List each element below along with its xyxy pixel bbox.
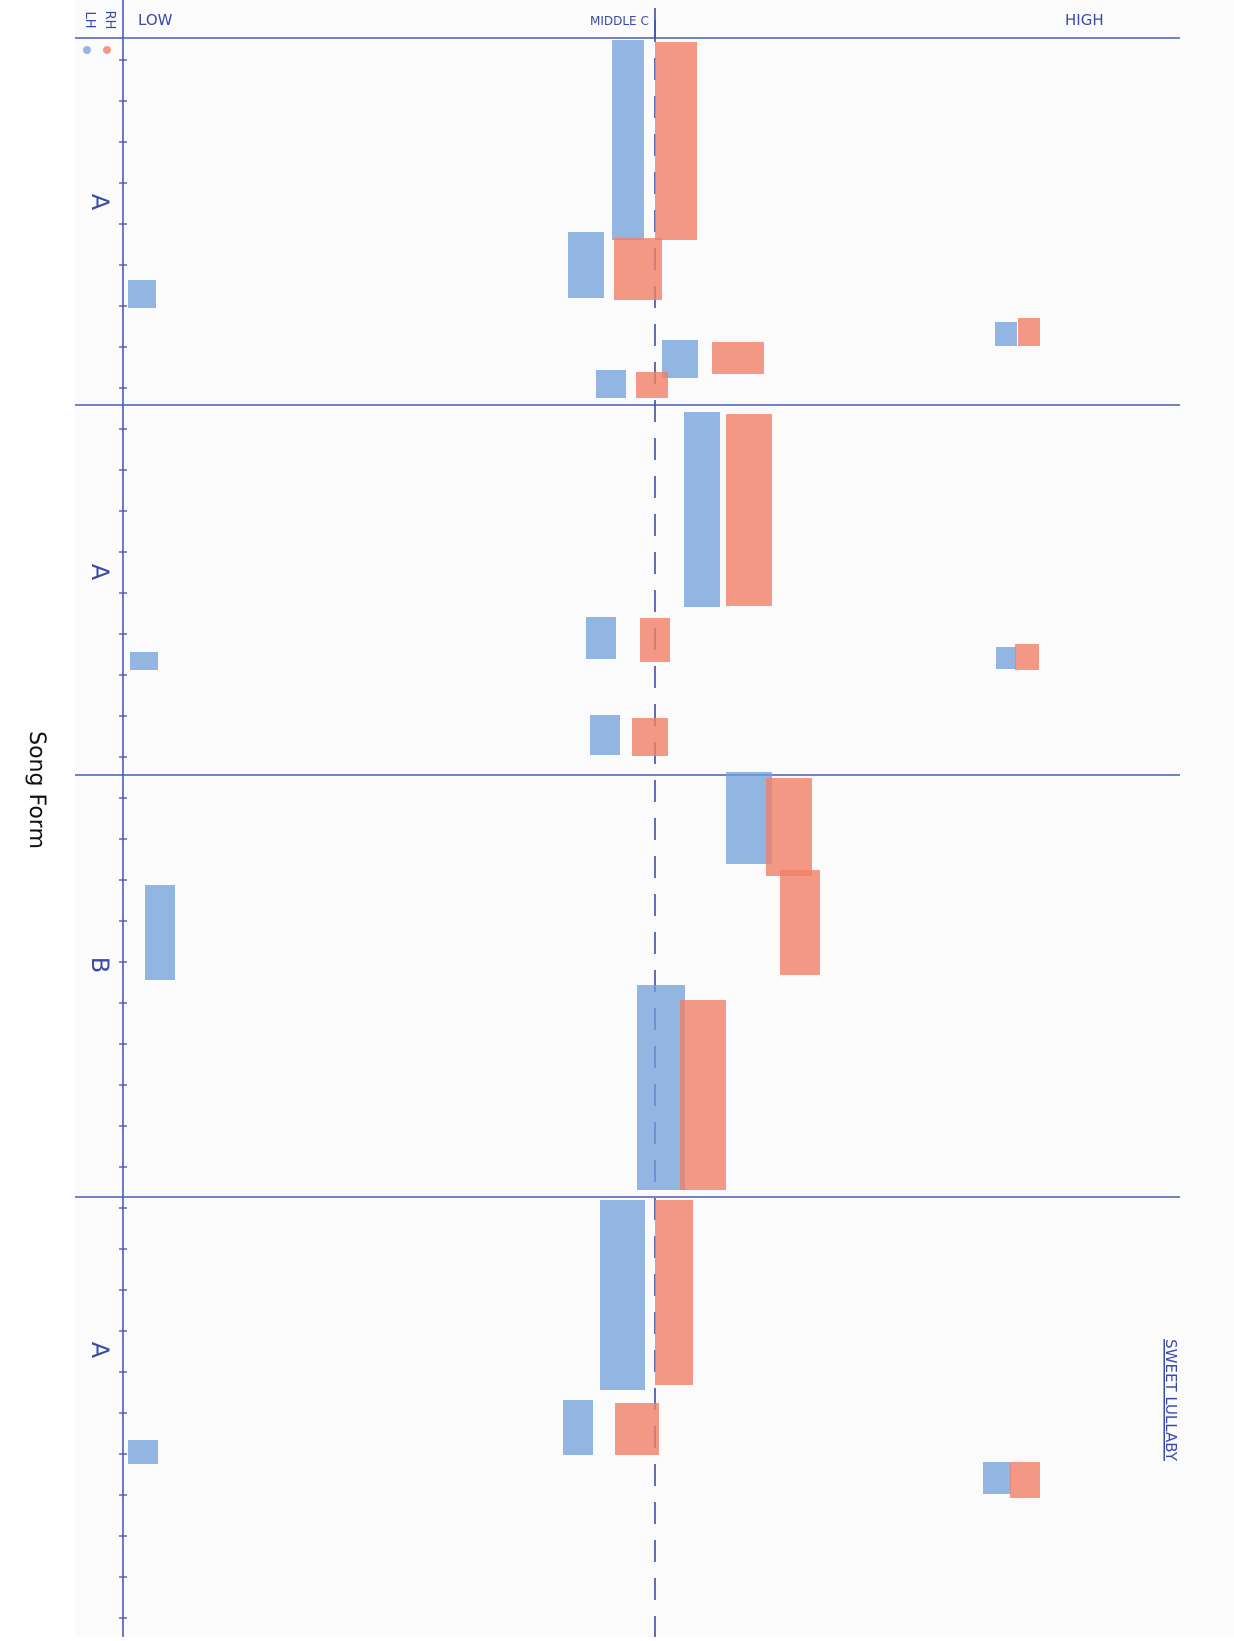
section-label: A [86, 1342, 114, 1359]
note-block [983, 1462, 1011, 1494]
note-block [586, 617, 616, 659]
score-title: SWEET LULLABY [1162, 1339, 1180, 1462]
note-block [640, 618, 670, 662]
note-block [632, 718, 668, 756]
legend-right-dot [103, 46, 111, 54]
note-block [726, 772, 772, 864]
note-block [766, 778, 812, 876]
high-label: HIGH [1065, 11, 1104, 29]
note-block [1015, 644, 1039, 670]
legend-right-hand: RH [102, 11, 117, 30]
note-block [596, 370, 626, 398]
section-label: A [86, 564, 114, 581]
note-block [128, 1440, 158, 1464]
note-block [726, 414, 772, 606]
legend-left-hand: LH [82, 11, 97, 28]
note-block [637, 985, 685, 1190]
caption: Song Form [24, 731, 49, 849]
note-block [130, 652, 158, 670]
low-label: LOW [138, 11, 173, 29]
note-block [563, 1400, 593, 1455]
note-block [780, 870, 820, 975]
note-block [590, 715, 620, 755]
note-block [995, 322, 1017, 346]
middle-label: MIDDLE C [590, 14, 649, 28]
note-block [1018, 318, 1040, 346]
section-label: A [86, 194, 114, 211]
legend-left-dot [83, 46, 91, 54]
section-label: B [86, 957, 114, 973]
note-block [145, 885, 175, 980]
note-block [1010, 1462, 1040, 1498]
note-block [615, 1403, 659, 1455]
note-block [712, 342, 764, 374]
note-block [128, 280, 156, 308]
time-ticks [119, 59, 127, 1619]
note-block [684, 412, 720, 607]
note-block [600, 1200, 645, 1390]
note-block [612, 40, 644, 240]
note-block [614, 238, 662, 300]
note-block [636, 372, 668, 398]
note-block [680, 1000, 726, 1190]
note-block [655, 42, 697, 240]
note-block [655, 1200, 693, 1385]
note-block [996, 647, 1016, 669]
note-block [568, 232, 604, 298]
note-block [662, 340, 698, 378]
